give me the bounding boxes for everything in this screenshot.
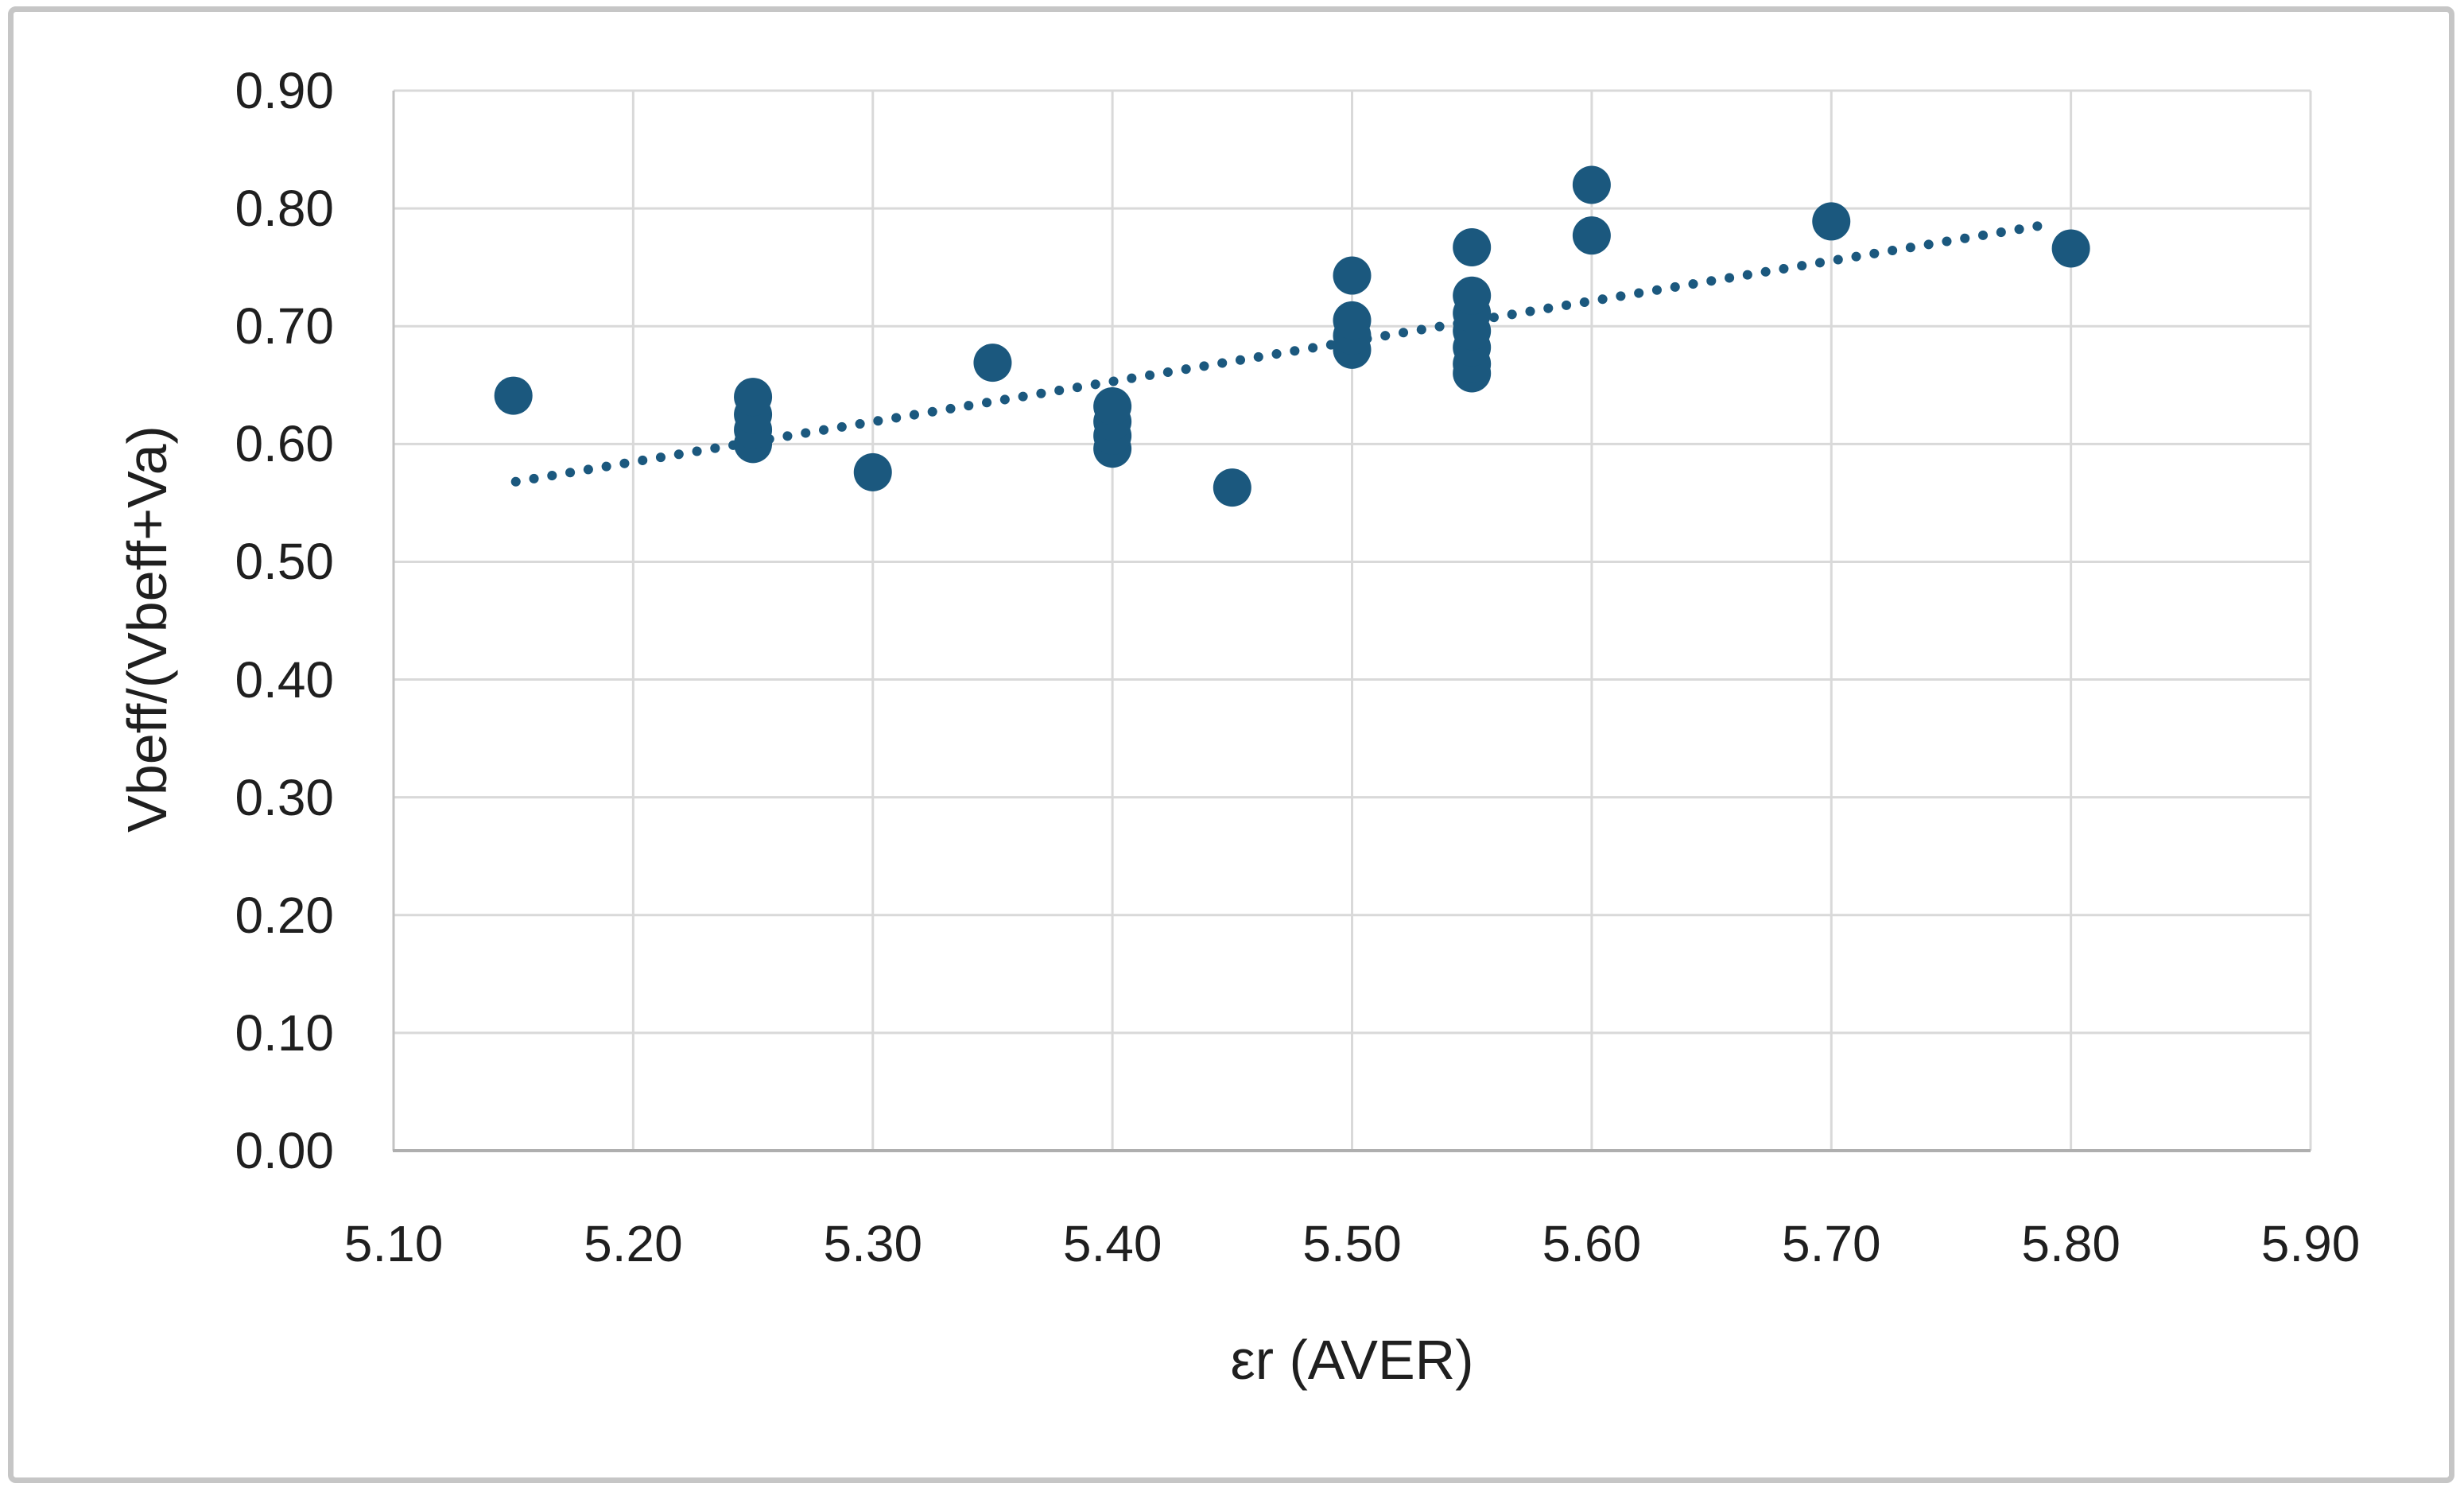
data-point [853,452,892,491]
data-point [1333,256,1372,295]
y-tick-label: 0.90 [235,62,334,119]
x-axis-title: εr (AVER) [1230,1329,1474,1391]
data-point [1572,216,1611,255]
y-tick-label: 0.20 [235,886,334,944]
x-tick-label: 5.90 [2260,1215,2361,1272]
x-tick-label: 5.60 [1542,1215,1642,1272]
data-point [494,376,533,415]
data-point [1572,165,1611,204]
x-tick-label: 5.20 [584,1215,683,1272]
data-point [973,344,1012,382]
y-tick-label: 0.10 [235,1004,334,1062]
y-tick-label: 0.70 [235,297,334,355]
data-point [1333,301,1372,340]
data-point [2051,229,2090,268]
y-tick-label: 0.40 [235,650,334,709]
data-point [1453,276,1492,315]
x-tick-label: 5.50 [1302,1215,1402,1272]
data-point [1453,227,1492,266]
x-tick-label: 5.10 [343,1215,444,1272]
x-tick-label: 5.80 [2021,1215,2121,1272]
y-tick-label: 0.00 [235,1122,334,1179]
data-point [1812,202,1851,241]
x-tick-label: 5.70 [1781,1215,1881,1272]
x-tick-label: 5.40 [1062,1215,1162,1272]
y-tick-label: 0.60 [235,415,334,473]
x-tick-label: 5.30 [823,1215,923,1272]
y-tick-label: 0.50 [235,533,334,591]
trendline [510,219,2057,487]
data-point [1213,468,1251,507]
data-point [1093,386,1132,425]
y-axis-title: Vbeff/(Vbeff+Va) [116,425,178,833]
y-tick-label: 0.80 [235,180,334,238]
y-tick-label: 0.30 [235,768,334,826]
data-point [734,378,773,417]
